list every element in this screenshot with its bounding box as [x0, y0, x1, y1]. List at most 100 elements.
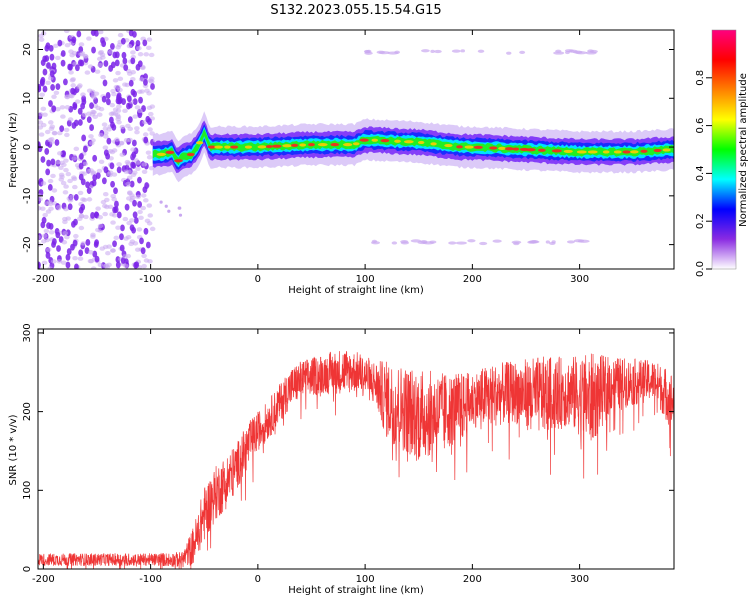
- noise-point: [45, 168, 51, 176]
- noise-point: [132, 199, 137, 207]
- faint-band-point: [549, 241, 556, 246]
- noise-point: [86, 36, 92, 41]
- noise-point: [150, 83, 155, 90]
- noise-point: [124, 203, 130, 211]
- noise-point: [109, 162, 115, 170]
- noise-point: [81, 112, 88, 118]
- noise-point: [105, 250, 111, 256]
- noise-point: [114, 59, 120, 67]
- noise-point: [122, 82, 128, 87]
- noise-point: [62, 219, 68, 225]
- ridge-peak-point: [282, 144, 292, 148]
- noise-point: [132, 90, 138, 98]
- ridge-peak-point: [456, 145, 463, 149]
- snr-x-tick-label: 100: [356, 574, 375, 585]
- noise-point: [78, 225, 85, 231]
- noise-point: [143, 136, 149, 144]
- colorbar-tick-label: 0.6: [695, 118, 706, 134]
- noise-point: [115, 225, 121, 230]
- noise-point: [47, 183, 53, 191]
- ridge-peak-point: [512, 147, 520, 151]
- noise-point: [105, 92, 111, 99]
- spectral-ridge-band: [152, 126, 674, 168]
- ridge-peak-point: [291, 143, 299, 147]
- noise-point: [125, 181, 131, 187]
- noise-point: [97, 30, 104, 35]
- noise-point: [131, 139, 137, 147]
- noise-point: [60, 59, 66, 67]
- noise-point: [45, 252, 51, 259]
- ridge-peak-point: [257, 145, 267, 149]
- spectrogram-y-tick-label: 20: [22, 43, 33, 56]
- noise-point: [143, 79, 148, 86]
- noise-point: [67, 203, 73, 211]
- noise-point: [57, 39, 63, 47]
- noise-point: [69, 194, 75, 199]
- noise-point: [110, 43, 115, 50]
- noise-point: [65, 216, 71, 221]
- faint-band-point: [545, 240, 550, 244]
- noise-point: [97, 262, 104, 268]
- noise-point: [143, 258, 150, 263]
- noise-point: [103, 134, 109, 139]
- noise-point: [81, 134, 87, 142]
- snr-y-tick-label: 300: [22, 323, 33, 342]
- noise-point: [136, 46, 142, 51]
- colorbar-tick-label: 0.4: [695, 165, 706, 181]
- noise-point: [119, 233, 124, 241]
- noise-point: [46, 199, 53, 205]
- noise-point: [159, 200, 163, 204]
- noise-point: [110, 180, 115, 188]
- noise-point: [143, 52, 150, 57]
- noise-point: [131, 226, 136, 234]
- noise-point: [122, 57, 128, 65]
- noise-point: [44, 44, 50, 52]
- noise-point: [98, 132, 104, 138]
- noise-point: [40, 76, 46, 84]
- noise-point: [72, 239, 78, 247]
- snr-x-label: Height of straight line (km): [288, 585, 424, 596]
- noise-point: [137, 108, 143, 114]
- noise-point: [55, 83, 61, 91]
- ridge-peak-point: [380, 139, 390, 143]
- noise-point: [50, 173, 56, 179]
- noise-point: [54, 160, 61, 165]
- ridge-peak-point: [165, 150, 175, 155]
- spectrogram-x-label: Height of straight line (km): [288, 285, 424, 296]
- noise-point: [65, 253, 71, 261]
- noise-point: [65, 261, 71, 269]
- noise-point: [40, 59, 46, 67]
- noise-point: [149, 226, 156, 232]
- ridge-peak-point: [174, 159, 183, 163]
- noise-point: [126, 175, 133, 180]
- noise-point: [127, 126, 134, 132]
- noise-point: [47, 266, 53, 269]
- noise-point: [115, 70, 121, 76]
- noise-point: [109, 102, 116, 108]
- ridge-peak-point: [613, 150, 622, 154]
- noise-point: [38, 112, 44, 117]
- noise-point: [113, 187, 118, 195]
- figure-title: S132.2023.055.15.54.G15: [270, 3, 441, 18]
- noise-point: [94, 239, 99, 247]
- noise-point: [82, 161, 89, 167]
- noise-point: [63, 206, 69, 212]
- faint-band-point: [513, 241, 520, 246]
- noise-point: [59, 125, 65, 132]
- spectrogram-x-tick-label: 0: [255, 274, 261, 285]
- noise-point: [78, 162, 84, 170]
- noise-point: [126, 95, 132, 103]
- noise-point: [61, 150, 67, 158]
- noise-point: [55, 231, 61, 239]
- noise-point: [141, 169, 148, 175]
- noise-point: [53, 43, 59, 49]
- noise-point: [76, 216, 83, 222]
- noise-point: [97, 62, 103, 68]
- noise-point: [71, 220, 76, 228]
- noise-point: [127, 137, 133, 143]
- noise-point: [63, 30, 70, 34]
- noise-point: [57, 151, 63, 156]
- noise-point: [102, 79, 108, 87]
- faint-band-point: [364, 51, 373, 55]
